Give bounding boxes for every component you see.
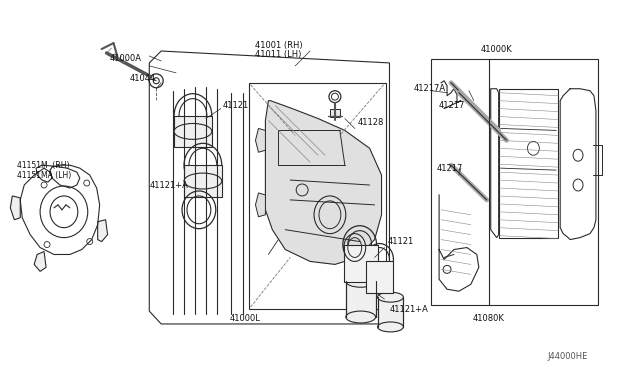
Text: 41217: 41217 [437,164,463,173]
Text: 41121+A: 41121+A [390,305,428,314]
Text: 41000A: 41000A [109,54,141,64]
Text: 41151MA (LH): 41151MA (LH) [17,171,72,180]
Text: 41217A: 41217A [413,84,445,93]
Text: 41044: 41044 [129,74,156,83]
Bar [330,109,340,116]
Text: 41217: 41217 [439,101,465,110]
Bar [431,59,598,305]
Text: 41011 (LH): 41011 (LH) [255,51,301,60]
Ellipse shape [378,292,403,302]
Ellipse shape [346,275,376,287]
Bar [346,281,376,317]
Polygon shape [255,128,266,152]
Ellipse shape [184,173,221,189]
Text: 41121+A: 41121+A [149,180,188,189]
Polygon shape [255,193,266,217]
Bar [248,83,385,309]
Polygon shape [98,220,108,241]
Bar [184,165,221,197]
Polygon shape [34,251,46,271]
Bar [365,262,394,293]
Text: J44000HE: J44000HE [548,352,588,361]
Text: 41001 (RH): 41001 (RH) [255,41,302,49]
Ellipse shape [378,322,403,332]
Bar [344,244,378,282]
Text: 41128: 41128 [358,118,384,127]
Polygon shape [266,101,381,264]
Ellipse shape [174,124,212,140]
Text: 41121: 41121 [387,237,413,246]
Text: 41121: 41121 [223,101,249,110]
Text: 41000K: 41000K [481,45,513,54]
Polygon shape [10,196,20,220]
Text: 41151M  (RH): 41151M (RH) [17,161,70,170]
Bar [499,89,558,238]
Text: 41000L: 41000L [230,314,261,324]
Bar [378,297,403,327]
Bar [174,116,212,147]
Text: 41080K: 41080K [473,314,505,324]
Ellipse shape [346,311,376,323]
